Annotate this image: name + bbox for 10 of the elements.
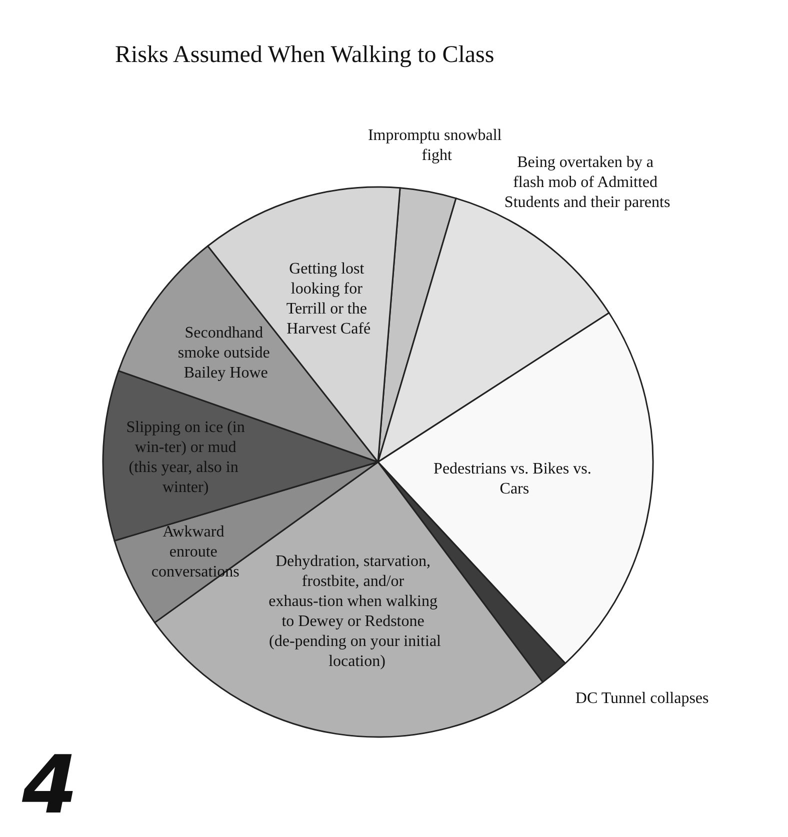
- slice-label: Secondhand smoke outside Bailey Howe: [178, 324, 274, 382]
- slice-label: Getting lost looking for Terrill or the Harvest Café: [286, 260, 371, 338]
- slice-label: Impromptu snowball fight: [368, 127, 506, 164]
- slice-label: Dehydration, starvation, frostbite, and/or exhaus-tion when walking to Dewey or Redstone (de-pending on your initial location): [268, 552, 442, 670]
- slice-label: DC Tunnel collapses: [575, 690, 709, 707]
- text: 4: [21, 738, 78, 832]
- slice-label: Pedestrians vs. Bikes vs. Cars: [434, 460, 596, 498]
- slice-label: Slipping on ice (in win-ter) or mud (this year, also in winter): [126, 418, 245, 496]
- slice-label: Being overtaken by a flash mob of Admitted Students and their parents: [504, 154, 670, 211]
- chart-title: Risks Assumed When Walking to Class: [115, 42, 494, 68]
